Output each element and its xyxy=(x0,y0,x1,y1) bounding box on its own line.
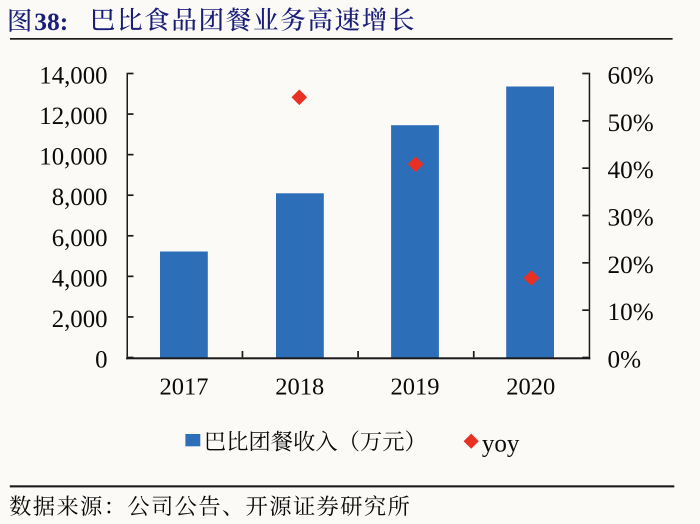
svg-text:2019: 2019 xyxy=(391,374,440,401)
svg-text:40%: 40% xyxy=(608,157,654,184)
svg-text:60%: 60% xyxy=(608,63,654,90)
svg-text:8,000: 8,000 xyxy=(52,184,108,211)
svg-text:50%: 50% xyxy=(608,110,654,137)
svg-text:2020: 2020 xyxy=(506,374,555,401)
svg-text:0: 0 xyxy=(95,347,107,374)
svg-text:4,000: 4,000 xyxy=(52,265,108,292)
svg-text:30%: 30% xyxy=(608,205,654,232)
svg-text:6,000: 6,000 xyxy=(52,225,108,252)
svg-text:10%: 10% xyxy=(608,299,654,326)
svg-text:0%: 0% xyxy=(608,347,642,374)
svg-text:38:: 38: xyxy=(34,7,68,36)
svg-text:2,000: 2,000 xyxy=(52,306,108,333)
svg-text:10,000: 10,000 xyxy=(39,144,107,171)
svg-text:14,000: 14,000 xyxy=(39,63,107,90)
svg-text:2017: 2017 xyxy=(160,374,209,401)
svg-text:yoy: yoy xyxy=(482,430,520,457)
svg-text:12,000: 12,000 xyxy=(39,103,107,130)
svg-text:2018: 2018 xyxy=(275,374,324,401)
svg-text:20%: 20% xyxy=(608,252,654,279)
